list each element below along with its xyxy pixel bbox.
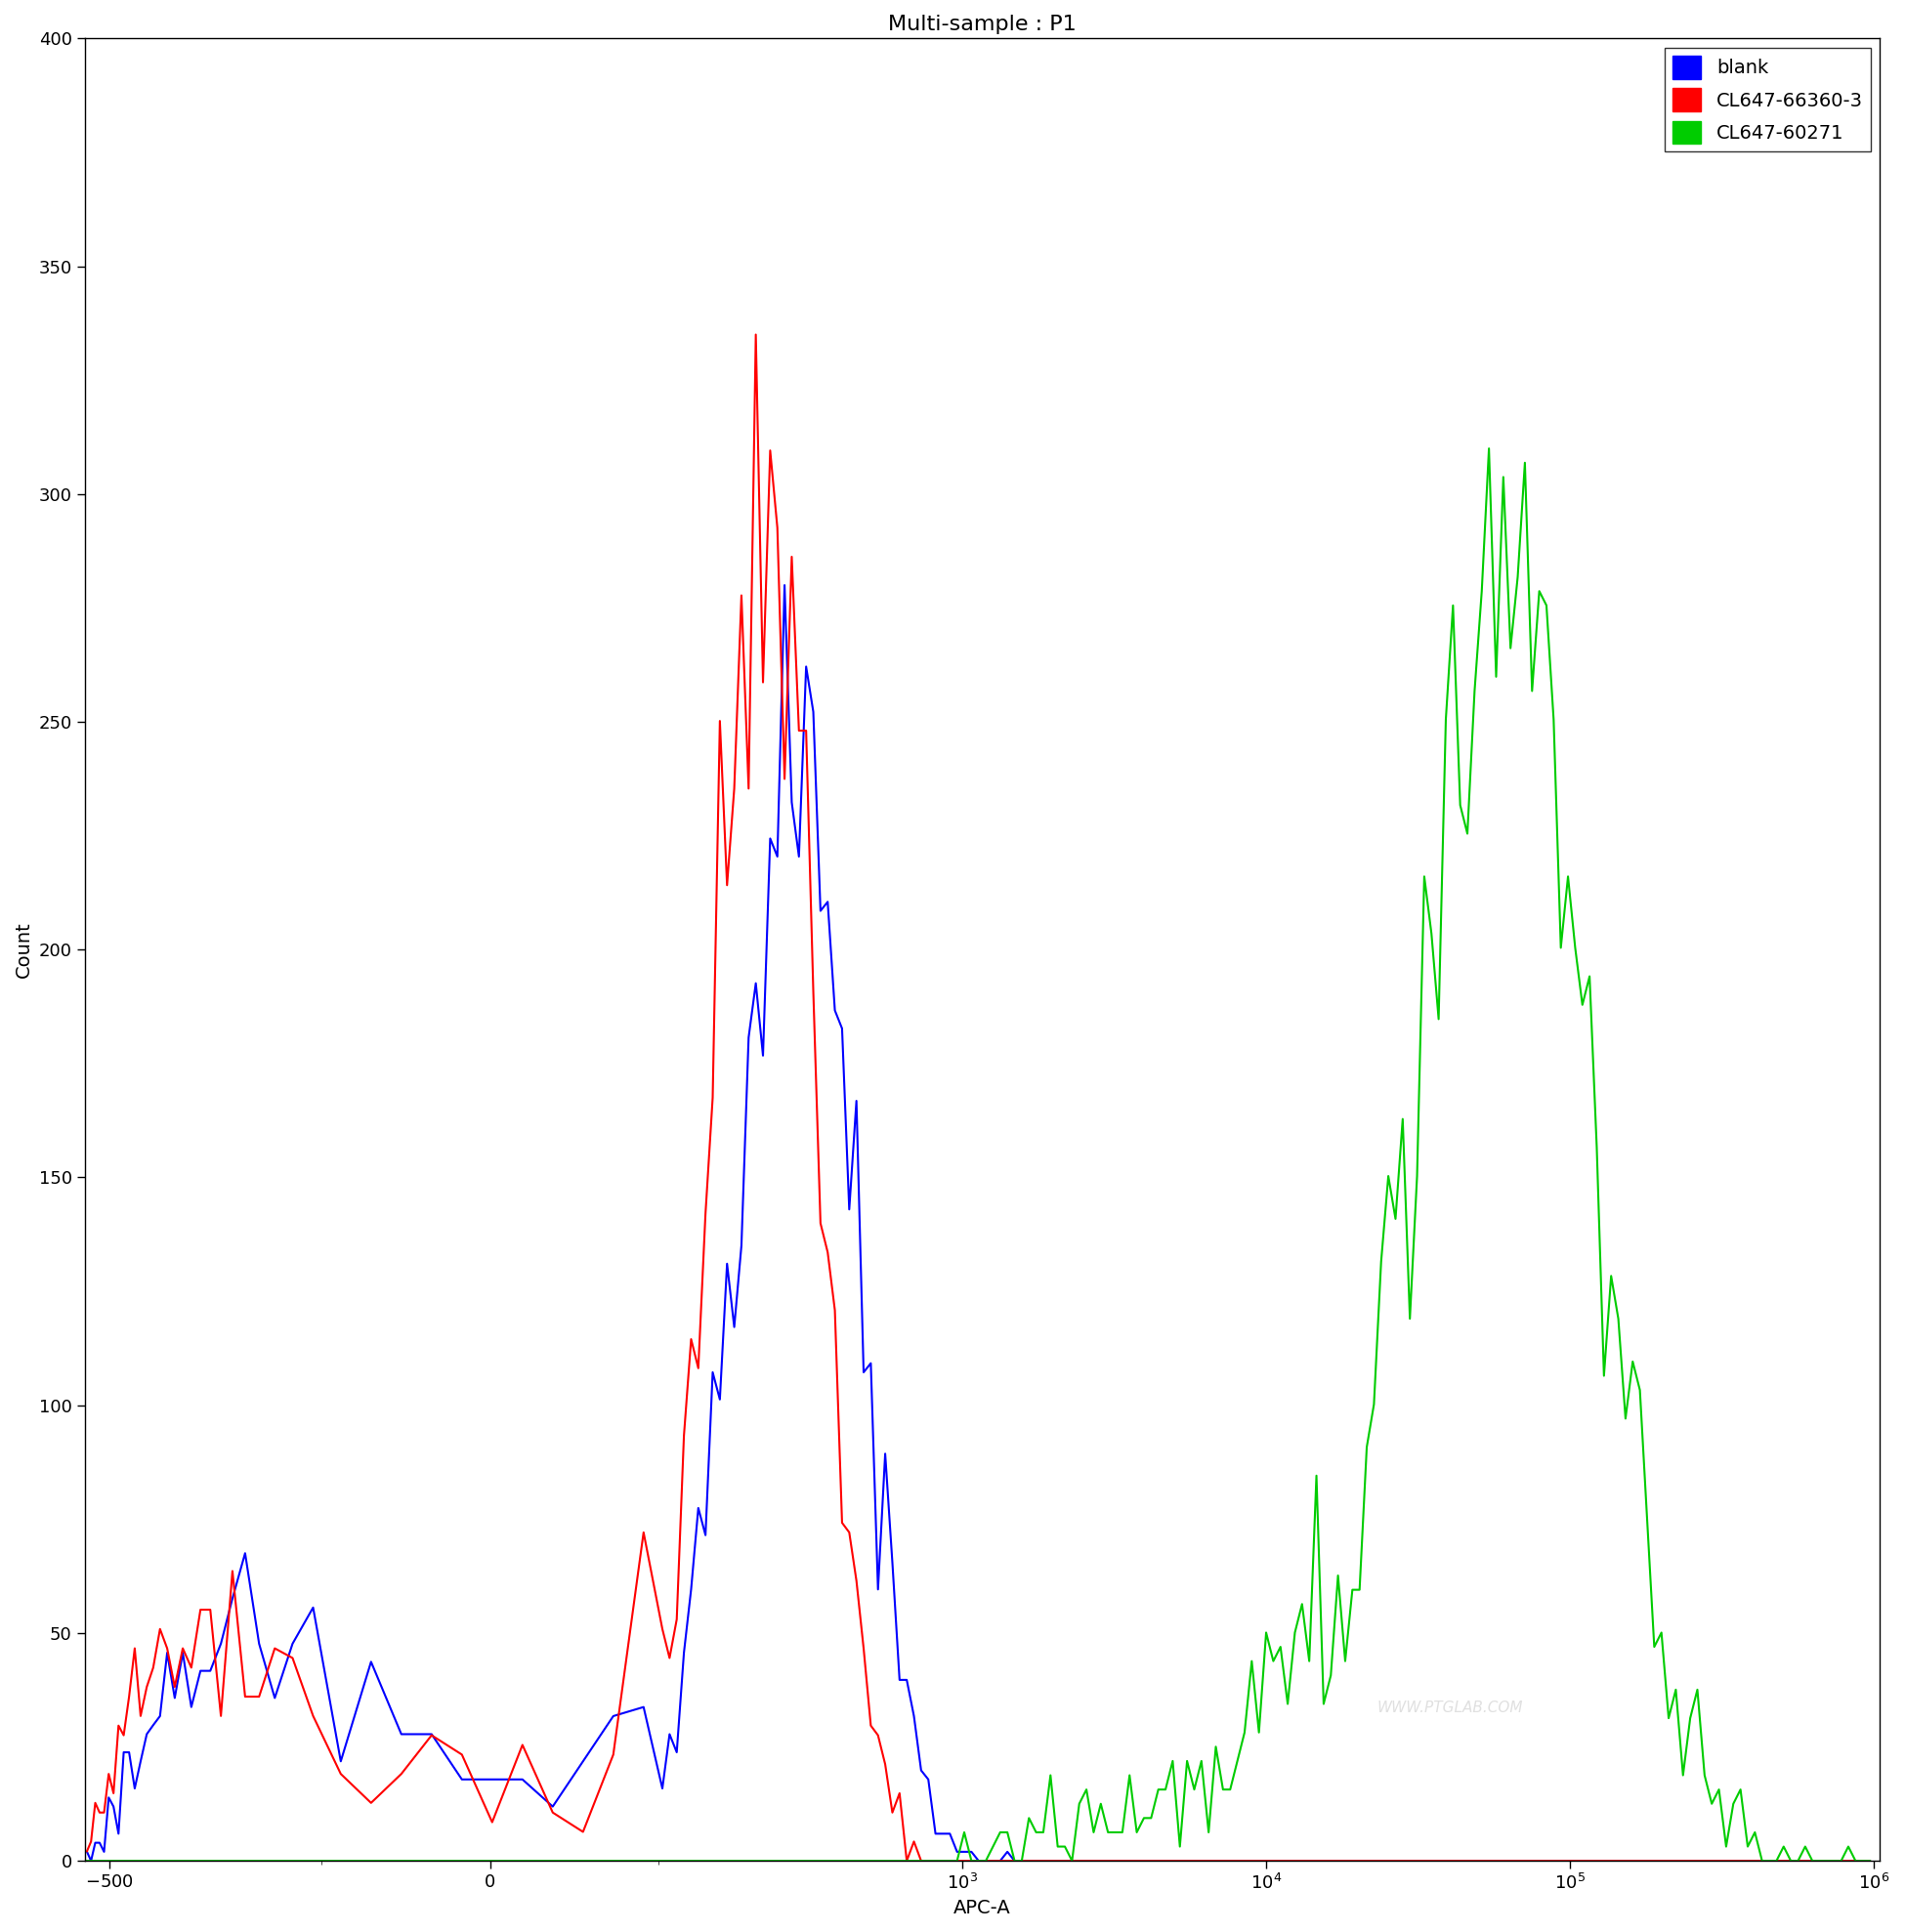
- blank: [1354, 1849, 1377, 1872]
- blank: [745, 972, 768, 995]
- CL647-66360-3: [1859, 1849, 1882, 1872]
- CL647-66360-3: [1442, 1849, 1465, 1872]
- CL647-66360-3: [745, 323, 768, 346]
- CL647-66360-3: [1354, 1849, 1377, 1872]
- X-axis label: APC-A: APC-A: [954, 1899, 1012, 1917]
- CL647-60271: [1859, 1849, 1882, 1872]
- CL647-60271: [156, 1849, 179, 1872]
- CL647-60271: [1427, 1007, 1450, 1030]
- CL647-66360-3: [76, 1839, 99, 1862]
- blank: [1823, 1849, 1846, 1872]
- Y-axis label: Count: Count: [15, 922, 32, 978]
- Line: CL647-60271: CL647-60271: [88, 448, 1871, 1861]
- blank: [903, 1704, 926, 1727]
- CL647-66360-3: [1823, 1849, 1846, 1872]
- blank: [1442, 1849, 1465, 1872]
- Legend: blank, CL647-66360-3, CL647-60271: blank, CL647-66360-3, CL647-60271: [1665, 48, 1871, 151]
- blank: [773, 574, 796, 597]
- blank: [164, 1687, 187, 1710]
- Line: CL647-66360-3: CL647-66360-3: [88, 334, 1871, 1861]
- blank: [1859, 1849, 1882, 1872]
- CL647-66360-3: [156, 1636, 179, 1660]
- Line: blank: blank: [88, 585, 1871, 1861]
- Text: WWW.PTGLAB.COM: WWW.PTGLAB.COM: [1377, 1700, 1524, 1716]
- CL647-60271: [737, 1849, 760, 1872]
- blank: [76, 1839, 99, 1862]
- CL647-66360-3: [903, 1830, 926, 1853]
- CL647-60271: [1815, 1849, 1838, 1872]
- CL647-60271: [888, 1849, 911, 1872]
- CL647-60271: [76, 1849, 99, 1872]
- CL647-60271: [1341, 1578, 1364, 1602]
- CL647-60271: [1478, 437, 1501, 460]
- CL647-66360-3: [895, 1849, 918, 1872]
- CL647-66360-3: [737, 777, 760, 800]
- Title: Multi-sample : P1: Multi-sample : P1: [888, 15, 1076, 35]
- blank: [80, 1849, 103, 1872]
